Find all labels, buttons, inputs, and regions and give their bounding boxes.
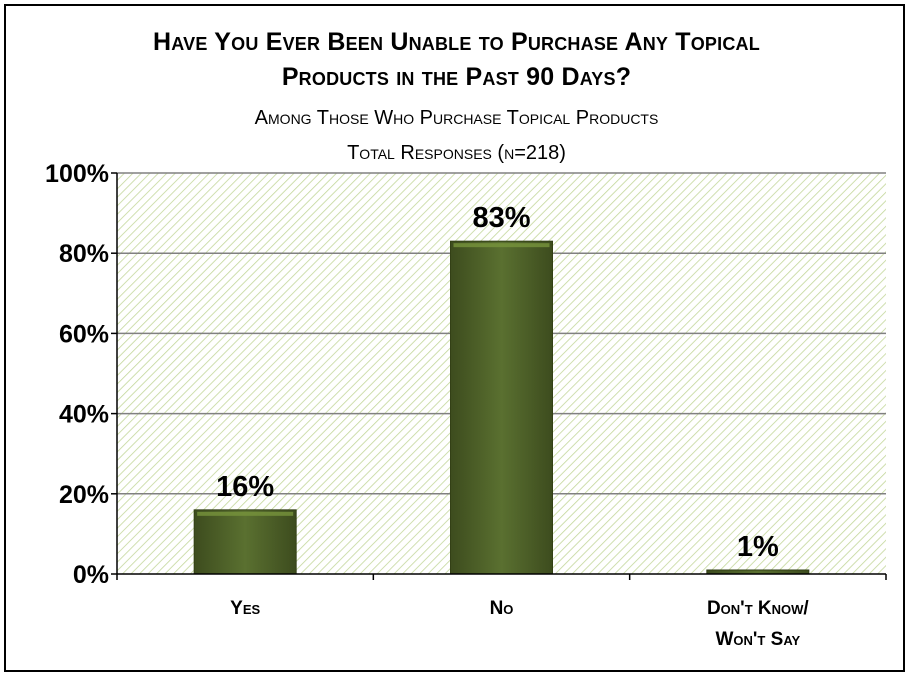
category-label: Won't Say <box>715 629 800 650</box>
bar-0 <box>193 509 297 575</box>
y-tick-label: 40% <box>59 401 109 429</box>
y-tick-label: 0% <box>73 561 109 589</box>
bar-highlight <box>197 511 294 516</box>
y-tick-label: 60% <box>59 320 109 348</box>
chart-subtitle-line-2: Total Responses (n=218) <box>347 142 566 164</box>
bar-1 <box>450 240 553 575</box>
chart-subtitle-line-1: Among Those Who Purchase Topical Product… <box>254 107 659 129</box>
y-tick-label: 80% <box>59 240 109 268</box>
y-tick-label: 20% <box>59 481 109 509</box>
category-label: Don't Know/ <box>707 598 809 619</box>
category-label: Yes <box>230 598 260 619</box>
category-label: No <box>490 598 514 619</box>
value-label: 1% <box>737 531 779 563</box>
value-label: 83% <box>472 202 530 234</box>
value-label: 16% <box>216 471 274 503</box>
chart-title-line-2: Products in the Past 90 Days? <box>281 63 632 91</box>
y-tick-label: 100% <box>45 160 109 188</box>
bar-highlight <box>453 243 550 248</box>
chart-title-line-1: Have You Ever Been Unable to Purchase An… <box>153 28 760 56</box>
